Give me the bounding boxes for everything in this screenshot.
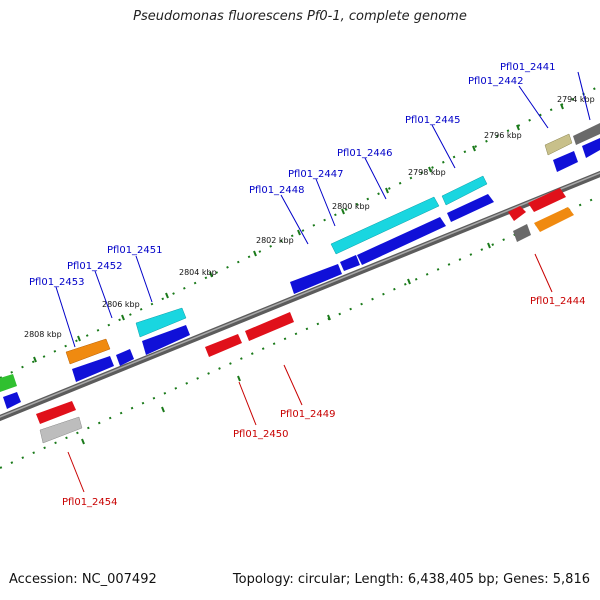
gene-2442-block[interactable] bbox=[544, 133, 573, 156]
gene-red-a[interactable] bbox=[508, 206, 526, 221]
gene-label-2449: Pfl01_2449 bbox=[280, 409, 336, 420]
kbp-label-2802: 2802 kbp bbox=[256, 236, 294, 245]
reverse-gene-labels: Pfl01_2444 Pfl01_2449 Pfl01_2450 Pfl01_2… bbox=[62, 296, 586, 508]
gene-blue-f[interactable] bbox=[290, 264, 342, 294]
kbp-label-2794: 2794 kbp bbox=[557, 95, 595, 104]
gene-label-2442: Pfl01_2442 bbox=[468, 76, 524, 87]
gene-label-2448: Pfl01_2448 bbox=[249, 185, 305, 196]
outer-tick-track bbox=[0, 85, 600, 379]
accession-text: Accession: NC_007492 bbox=[9, 572, 157, 587]
gene-gray-rev[interactable] bbox=[513, 224, 531, 242]
gene-2446-block[interactable] bbox=[330, 196, 440, 255]
gene-label-2446: Pfl01_2446 bbox=[337, 148, 393, 159]
gene-label-2454: Pfl01_2454 bbox=[62, 497, 118, 508]
kbp-label-2798: 2798 kbp bbox=[408, 168, 446, 177]
gene-blue-b[interactable] bbox=[582, 138, 600, 158]
gene-2454-block[interactable] bbox=[39, 416, 83, 444]
gene-label-2452: Pfl01_2452 bbox=[67, 261, 123, 272]
gene-label-2451: Pfl01_2451 bbox=[107, 245, 163, 256]
gene-orange-rev[interactable] bbox=[534, 207, 574, 232]
inner-tick-track bbox=[0, 195, 600, 469]
gene-2441-block[interactable] bbox=[573, 123, 600, 145]
gene-label-2444: Pfl01_2444 bbox=[530, 296, 586, 307]
reverse-leader-lines bbox=[67, 253, 553, 493]
map-title: Pseudomonas fluorescens Pf0-1, complete … bbox=[133, 9, 467, 24]
gene-2449-block[interactable] bbox=[245, 312, 294, 341]
kbp-label-2808: 2808 kbp bbox=[24, 330, 62, 339]
kbp-label-2806: 2806 kbp bbox=[102, 300, 140, 309]
kbp-label-2796: 2796 kbp bbox=[484, 131, 522, 140]
gene-blue-g[interactable] bbox=[142, 325, 190, 355]
gene-2450-block[interactable] bbox=[205, 334, 242, 357]
gene-blue-a[interactable] bbox=[553, 151, 578, 172]
major-ticks bbox=[33, 103, 569, 445]
kbp-label-2804: 2804 kbp bbox=[179, 268, 217, 277]
gene-label-2450: Pfl01_2450 bbox=[233, 429, 289, 440]
gene-2453-block[interactable] bbox=[65, 338, 111, 365]
genome-summary-text: Topology: circular; Length: 6,438,405 bp… bbox=[232, 572, 590, 587]
forward-gene-labels: Pfl01_2441 Pfl01_2442 Pfl01_2445 Pfl01_2… bbox=[29, 62, 556, 288]
genome-backbone bbox=[0, 170, 600, 422]
gene-red-c[interactable] bbox=[36, 401, 76, 424]
gene-label-2447: Pfl01_2447 bbox=[288, 169, 344, 180]
leader-lines bbox=[55, 71, 591, 348]
reverse-strand-genes bbox=[36, 188, 574, 444]
gene-blue-h[interactable] bbox=[116, 349, 134, 366]
forward-strand-genes bbox=[0, 123, 600, 409]
gene-2451-block[interactable] bbox=[135, 307, 187, 338]
gene-blue-j[interactable] bbox=[3, 392, 21, 409]
kbp-label-2800: 2800 kbp bbox=[332, 202, 370, 211]
gene-green-block[interactable] bbox=[0, 374, 17, 392]
gene-label-2445: Pfl01_2445 bbox=[405, 115, 461, 126]
gene-label-2441: Pfl01_2441 bbox=[500, 62, 556, 73]
gene-2445-block[interactable] bbox=[441, 175, 488, 206]
gene-blue-e[interactable] bbox=[340, 255, 360, 271]
gene-blue-i[interactable] bbox=[72, 356, 114, 382]
gene-label-2453: Pfl01_2453 bbox=[29, 277, 85, 288]
gene-red-b[interactable] bbox=[528, 188, 566, 212]
gene-blue-d[interactable] bbox=[357, 217, 446, 265]
kbp-labels: 2794 kbp 2796 kbp 2798 kbp 2800 kbp 2802… bbox=[24, 95, 595, 339]
gene-blue-c[interactable] bbox=[447, 194, 494, 222]
